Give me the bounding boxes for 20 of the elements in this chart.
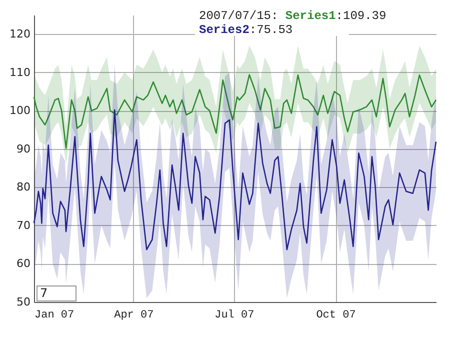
annotation: 2007/07/15: bbox=[199, 9, 278, 23]
x-tick-label: Jul 07 bbox=[214, 310, 254, 322]
y-tick-label: 50 bbox=[16, 296, 30, 308]
x-tick-label: Apr 07 bbox=[114, 310, 154, 322]
annotation: :109.39 bbox=[336, 9, 386, 23]
y-tick-label: 80 bbox=[16, 180, 30, 194]
y-tick-label: 70 bbox=[16, 218, 30, 232]
annotation: 7 bbox=[40, 286, 48, 300]
x-tick-label: Jan 07 bbox=[34, 310, 74, 322]
y-tick-label: 60 bbox=[16, 257, 30, 270]
y-tick-label: 110 bbox=[10, 66, 30, 79]
x-tick-label: Oct 07 bbox=[316, 310, 356, 322]
line-series bbox=[33, 74, 437, 149]
y-tick-label: 100 bbox=[10, 104, 30, 118]
text: Series1 bbox=[285, 9, 336, 23]
text: Series2 bbox=[199, 23, 250, 37]
line-series bbox=[33, 109, 437, 250]
y-tick-label: 120 bbox=[10, 28, 30, 41]
annotation: :75.53 bbox=[249, 23, 293, 37]
y-tick-label: 90 bbox=[16, 142, 30, 156]
